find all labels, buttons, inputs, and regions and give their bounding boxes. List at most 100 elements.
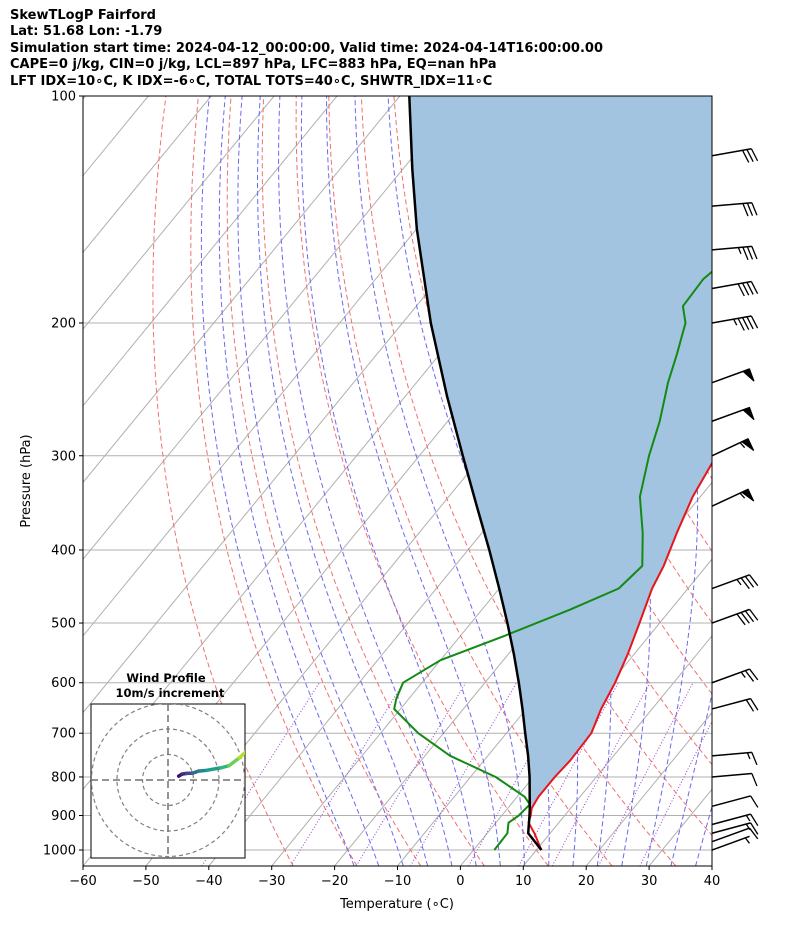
y-tick-label: 300 (51, 449, 76, 464)
dry-adiabat (752, 96, 794, 866)
wind-barb (711, 438, 755, 457)
barb-shaft (711, 835, 750, 851)
y-tick-label: 700 (51, 727, 76, 742)
barb-full (746, 282, 754, 295)
x-tick-label: 40 (704, 874, 721, 889)
barb-full (742, 203, 749, 217)
barb-full (751, 773, 758, 787)
stability-params-1: CAPE=0 j/kg, CIN=0 j/kg, LCL=897 hPa, LF… (10, 57, 497, 73)
barb-full (751, 246, 758, 260)
moist-adiabat (237, 96, 404, 866)
dry-adiabat (261, 96, 485, 866)
hodograph-segment (227, 756, 242, 768)
barb-half (740, 671, 746, 678)
barb-shaft (711, 608, 750, 624)
barb-shaft (711, 148, 752, 157)
dry-adiabat (785, 96, 794, 866)
isotherm-40 (711, 865, 712, 866)
barb-shaft (711, 697, 751, 710)
x-axis-label: Temperature (∘C) (339, 897, 454, 912)
mixing-ratio-line (201, 682, 320, 866)
y-tick-label: 100 (51, 90, 76, 105)
wind-barb (711, 280, 759, 297)
hodograph-segment (253, 734, 275, 745)
profile-lines (393, 96, 712, 851)
barb-full (751, 202, 758, 216)
wind-barb (711, 772, 758, 787)
barb-shaft (711, 772, 752, 778)
barb-full (744, 576, 755, 588)
chart-title: SkewTLogP Fairford (10, 8, 156, 23)
barb-half (746, 752, 751, 760)
wind-barbs (711, 148, 759, 851)
x-tick-label: 10 (515, 874, 532, 889)
barb-full (745, 699, 755, 712)
y-tick-label: 500 (51, 617, 76, 632)
barb-half (739, 492, 746, 499)
moist-adiabat (218, 96, 380, 866)
hodograph-segment (275, 724, 295, 734)
barb-full (750, 148, 759, 162)
barb-half (745, 823, 751, 831)
barb-shaft (711, 751, 752, 757)
y-tick-label: 600 (51, 676, 76, 691)
barb-shaft (711, 827, 750, 843)
barb-shaft (711, 668, 750, 684)
isotherm-20 (585, 711, 712, 866)
hodograph-subtitle: 10m/s increment (116, 686, 225, 700)
moist-adiabat (278, 96, 453, 866)
dry-adiabat (152, 96, 294, 866)
barb-full (750, 698, 759, 711)
barb-full (750, 795, 759, 808)
isotherm--120 (83, 96, 338, 407)
barb-full (737, 283, 745, 297)
chart-header: SkewTLogP Fairford Lat: 51.68 Lon: -1.79… (10, 8, 603, 90)
barb-full (740, 577, 750, 590)
barb-full (737, 318, 745, 331)
mixing-ratio-line (355, 682, 467, 866)
wind-barb (711, 368, 755, 384)
isotherm-10 (522, 635, 712, 866)
barb-half (733, 318, 738, 326)
x-tick-label: −30 (258, 874, 285, 889)
cape-area (409, 96, 712, 809)
moist-adiabat (720, 96, 794, 866)
barb-shaft (711, 574, 750, 590)
barb-full (746, 149, 754, 162)
y-axis-label: Pressure (hPa) (19, 434, 34, 527)
wind-barb (711, 406, 755, 422)
dry-adiabat (720, 96, 794, 866)
y-tick-label: 1000 (43, 844, 76, 859)
moist-adiabat (300, 96, 477, 866)
hodograph-plot (91, 704, 295, 858)
wind-barb (711, 488, 755, 507)
moist-adiabat (326, 96, 501, 866)
x-tick-label: 20 (578, 874, 595, 889)
barb-full (750, 813, 759, 827)
isotherm--100 (83, 96, 464, 560)
barb-shaft (711, 245, 752, 251)
barb-full (740, 612, 750, 624)
wind-barb (711, 751, 758, 766)
cape-shading (409, 96, 712, 809)
isotherm--140 (83, 96, 212, 254)
wind-barb (711, 608, 759, 626)
hodograph-segment (205, 766, 223, 773)
wind-barb (711, 795, 759, 808)
y-tick-label: 900 (51, 809, 76, 824)
barb-full (741, 282, 750, 296)
wind-barb (711, 201, 758, 217)
barb-shaft (711, 822, 751, 834)
temperature-line (527, 461, 712, 851)
wind-barb (711, 245, 758, 261)
barb-shaft (711, 315, 752, 324)
barb-full (746, 202, 754, 216)
mixing-ratio-line (518, 682, 619, 866)
wind-barb (711, 148, 759, 163)
isotherm--10 (397, 481, 712, 866)
wind-barb (711, 315, 759, 331)
barb-shaft (711, 795, 751, 808)
hodograph-title: Wind Profile (126, 671, 206, 685)
wind-barb (711, 668, 759, 684)
